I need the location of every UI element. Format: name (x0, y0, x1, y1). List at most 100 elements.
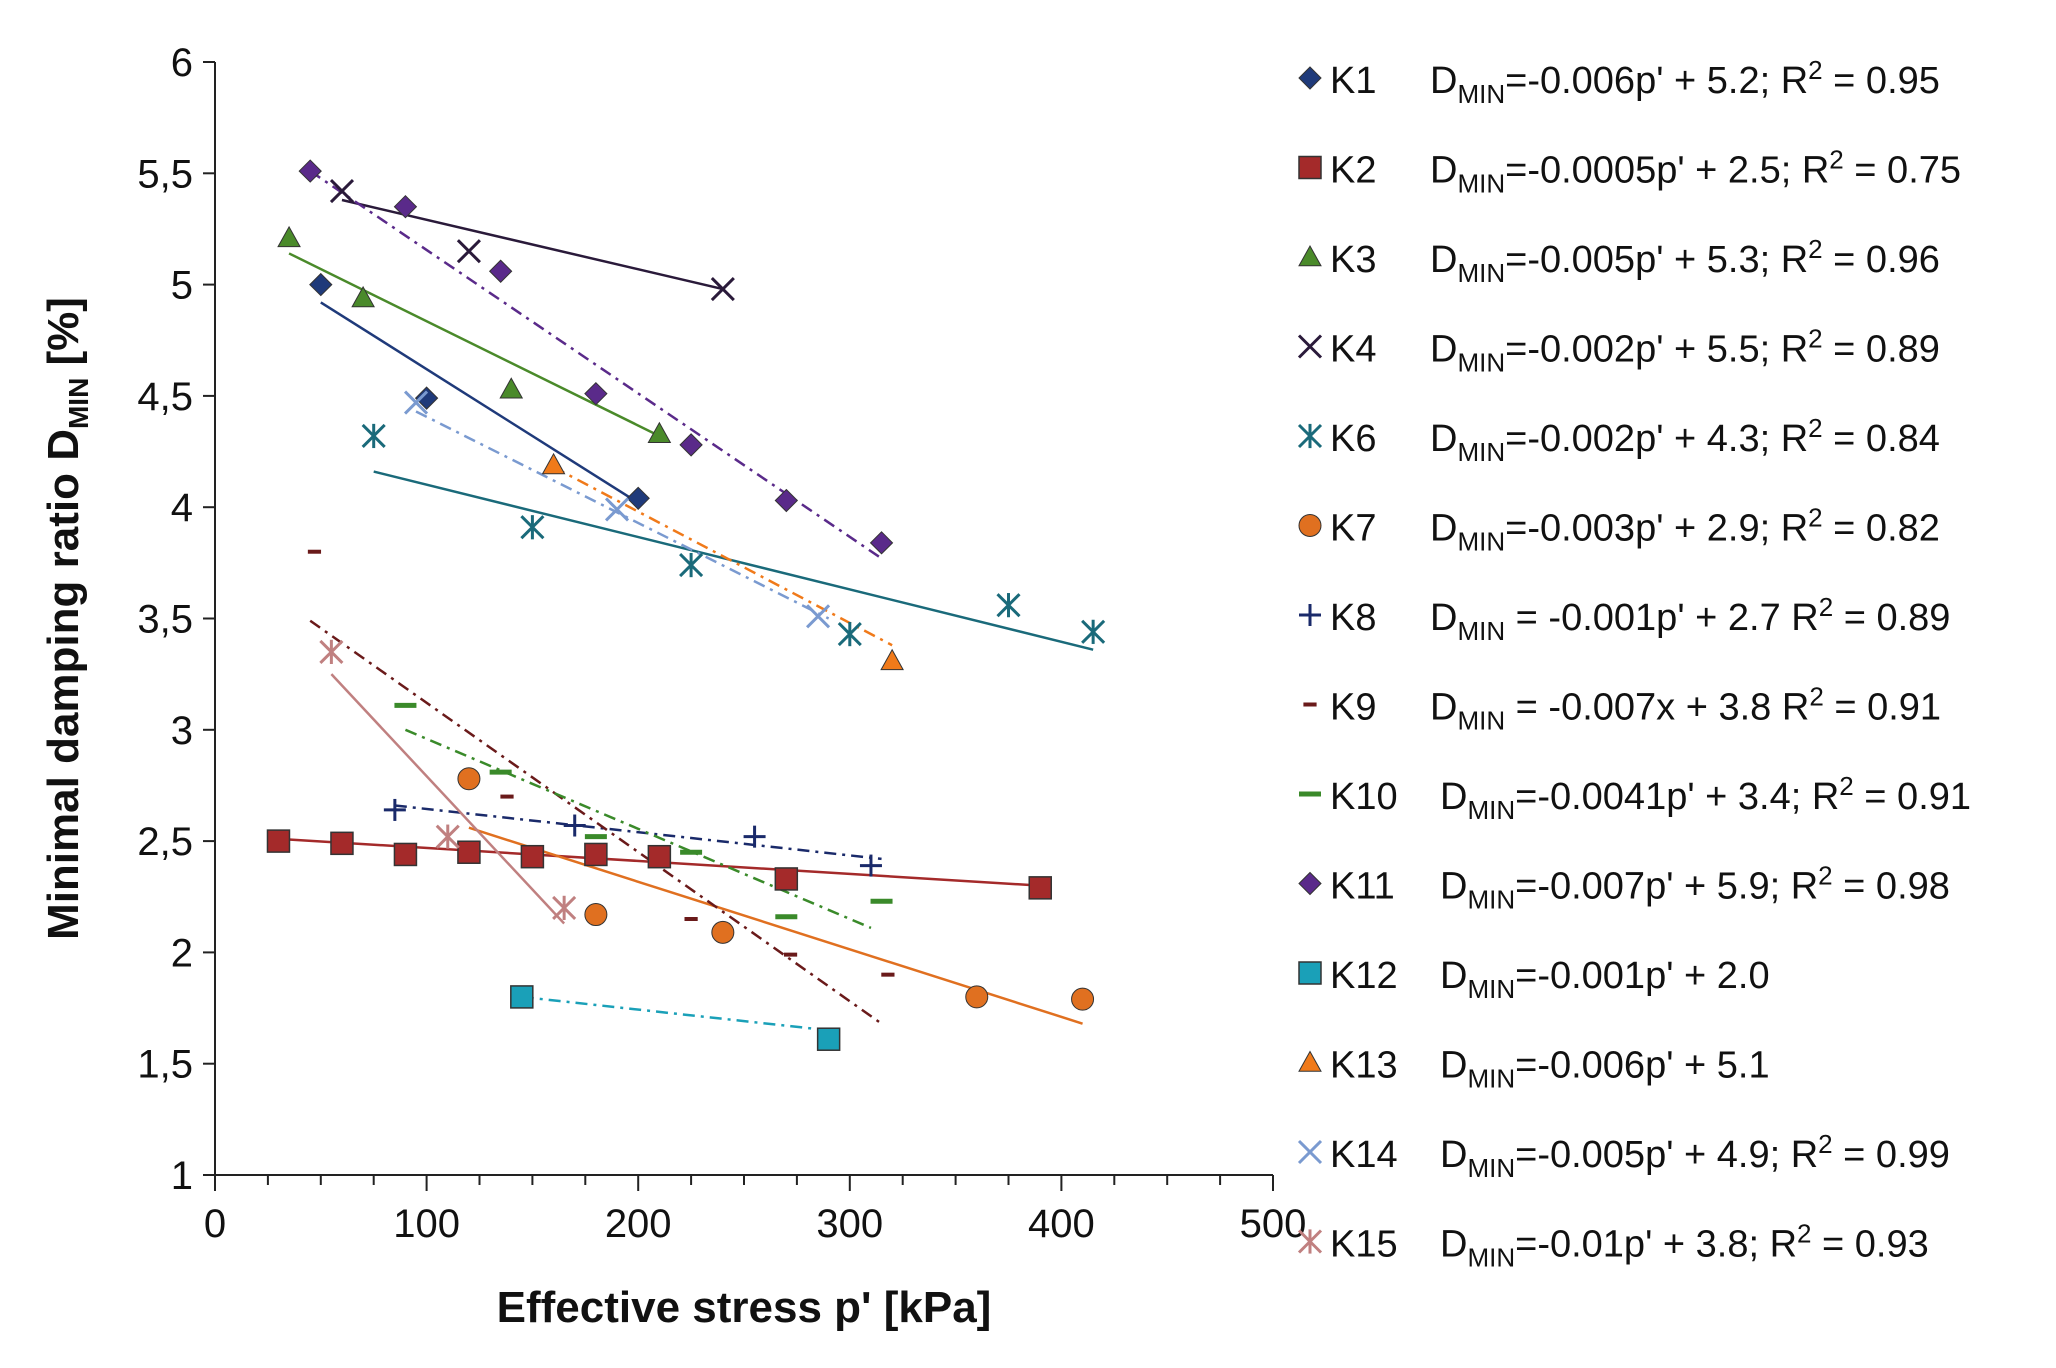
point-k2 (1028, 876, 1052, 900)
legend-name-k6: K6 (1330, 418, 1376, 460)
point-k7 (711, 920, 735, 944)
y-tick-label: 1 (171, 1154, 193, 1198)
trendline-k4 (341, 198, 724, 291)
trendline-k10 (404, 728, 872, 930)
point-k8 (743, 825, 766, 848)
legend-item-k8: K8 DMIN = -0.001p' + 2.7 R2 = 0.89 (1299, 592, 1950, 646)
point-k4 (329, 179, 355, 204)
trendline-k14 (415, 410, 830, 620)
legend-item-k14: K14 DMIN=-0.005p' + 4.9; R2 = 0.99 (1297, 1129, 1950, 1183)
legend-item-k4: K4 DMIN=-0.002p' + 5.5; R2 = 0.89 (1297, 324, 1940, 378)
legend-marker-k15 (1297, 1229, 1323, 1254)
trendline-k7 (468, 826, 1083, 1025)
point-k7 (584, 903, 608, 927)
point-k6 (837, 621, 862, 647)
legend-name-k8: K8 (1330, 597, 1376, 639)
legend-marker-k11 (1298, 871, 1322, 896)
point-k8 (563, 814, 586, 837)
legend-name-k13: K13 (1330, 1045, 1398, 1087)
legend-item-k11: K11 DMIN=-0.007p' + 5.9; R2 = 0.98 (1298, 861, 1950, 915)
point-k13 (541, 452, 566, 475)
point-k6 (679, 552, 704, 578)
x-tick-label: 200 (605, 1202, 672, 1246)
legend-equation-k9: DMIN = -0.007x + 3.8 R2 = 0.91 (1430, 682, 1941, 736)
point-k3 (499, 377, 524, 399)
x-tick-label: 500 (1240, 1202, 1307, 1246)
legend-item-k12: K12 DMIN=-0.001p' + 2.0 (1298, 955, 1770, 1004)
y-tick-label: 3,5 (137, 598, 193, 642)
point-k15 (319, 639, 344, 664)
point-k2 (393, 842, 418, 867)
y-tick-label: 4 (171, 486, 193, 530)
legend-equation-k12: DMIN=-0.001p' + 2.0 (1440, 955, 1770, 1004)
legend-name-k4: K4 (1330, 329, 1376, 371)
point-k11 (584, 381, 608, 406)
point-k2 (584, 842, 608, 867)
y-tick-label: 5 (171, 264, 193, 308)
point-k6 (520, 515, 545, 540)
point-k15 (552, 895, 577, 920)
point-k3 (351, 285, 375, 308)
point-k11 (774, 488, 799, 513)
axes: 1 1,5 2 2,5 3 3,5 4 4,5 5 5,5 6 0 100 200 300 400 500 Eff… (39, 41, 1306, 1332)
legend-marker-k13 (1298, 1050, 1322, 1072)
trendline-k15 (330, 673, 566, 925)
y-tick-label: 5,5 (137, 152, 193, 196)
legend-equation-k4: DMIN=-0.002p' + 5.5; R2 = 0.89 (1430, 324, 1940, 378)
point-k3 (647, 421, 672, 444)
legend-marker-k12 (1298, 961, 1322, 985)
legend-name-k3: K3 (1330, 239, 1376, 281)
legend-name-k10: K10 (1330, 776, 1398, 818)
legend-name-k15: K15 (1330, 1224, 1398, 1266)
y-tick-label: 3 (171, 709, 193, 753)
legend-item-k2: K2 DMIN=-0.0005p' + 2.5; R2 = 0.75 (1298, 145, 1961, 199)
point-k14 (403, 390, 429, 415)
legend-item-k15: K15 DMIN=-0.01p' + 3.8; R2 = 0.93 (1297, 1219, 1929, 1273)
legend-item-k6: K6 DMIN=-0.002p' + 4.3; R2 = 0.84 (1297, 413, 1940, 467)
point-k11 (298, 159, 322, 183)
legend-equation-k11: DMIN=-0.007p' + 5.9; R2 = 0.98 (1440, 861, 1950, 915)
x-axis-title: Effective stress p' [kPa] (497, 1283, 992, 1332)
point-k8 (859, 854, 882, 877)
point-k1 (626, 486, 650, 511)
legend-marker-k2 (1298, 155, 1322, 180)
legend-name-k14: K14 (1330, 1134, 1398, 1176)
legend-name-k1: K1 (1330, 60, 1376, 102)
trendline-k12 (521, 995, 829, 1032)
x-tick-label: 300 (816, 1202, 883, 1246)
y-axis-title: Minimal damping ratio DMIN [%] (39, 297, 94, 940)
trendline-k3 (288, 252, 660, 438)
point-k2 (330, 831, 354, 856)
trendline-k6 (373, 470, 1094, 651)
legend-equation-k1: DMIN=-0.006p' + 5.2; R2 = 0.95 (1430, 55, 1940, 109)
legend-item-k1: K1 DMIN=-0.006p' + 5.2; R2 = 0.95 (1298, 55, 1940, 109)
point-k8 (383, 798, 406, 821)
legend-marker-k3 (1298, 244, 1322, 267)
trendline-k8 (394, 804, 882, 861)
point-k14 (805, 604, 831, 629)
legend-item-k13: K13 DMIN=-0.006p' + 5.1 (1298, 1045, 1770, 1094)
data-points (266, 159, 1106, 1051)
point-k11 (488, 259, 513, 283)
point-k7 (1071, 987, 1095, 1011)
y-tick-label: 6 (171, 41, 193, 85)
legend-item-k9: K9 DMIN = -0.007x + 3.8 R2 = 0.91 (1303, 682, 1941, 736)
legend-equation-k15: DMIN=-0.01p' + 3.8; R2 = 0.93 (1440, 1219, 1929, 1273)
point-k6 (996, 593, 1021, 618)
legend-equation-k7: DMIN=-0.003p' + 2.9; R2 = 0.82 (1430, 503, 1940, 557)
point-k1 (414, 386, 439, 410)
legend-equation-k2: DMIN=-0.0005p' + 2.5; R2 = 0.75 (1430, 145, 1961, 199)
legend-equation-k8: DMIN = -0.001p' + 2.7 R2 = 0.89 (1430, 592, 1950, 646)
legend-name-k7: K7 (1330, 508, 1376, 550)
y-tick-label: 2 (171, 931, 193, 975)
legend-item-k3: K3 DMIN=-0.005p' + 5.3; R2 = 0.96 (1298, 234, 1940, 288)
y-tick-label: 1,5 (137, 1043, 193, 1087)
legend-marker-k14 (1297, 1139, 1323, 1165)
point-k14 (604, 497, 630, 522)
point-k2 (647, 844, 672, 869)
trend-lines (278, 170, 1094, 1032)
point-k11 (393, 194, 418, 219)
legend-marker-k6 (1297, 423, 1323, 449)
point-k11 (679, 433, 703, 457)
